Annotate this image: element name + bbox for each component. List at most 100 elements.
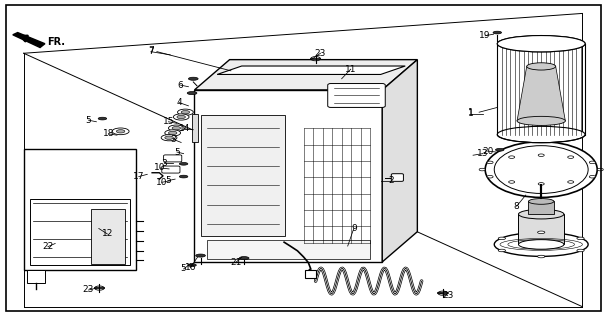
FancyBboxPatch shape: [164, 155, 181, 162]
Ellipse shape: [577, 249, 584, 252]
Ellipse shape: [179, 163, 188, 165]
Ellipse shape: [568, 181, 574, 183]
FancyBboxPatch shape: [392, 174, 404, 181]
Text: 7: 7: [148, 45, 154, 55]
Ellipse shape: [495, 148, 504, 151]
Polygon shape: [194, 90, 382, 262]
Bar: [24, 149, 136, 270]
Ellipse shape: [509, 156, 515, 158]
Ellipse shape: [188, 77, 198, 80]
Text: 2: 2: [388, 176, 394, 185]
Text: 15: 15: [163, 117, 174, 126]
Ellipse shape: [497, 36, 585, 52]
Ellipse shape: [538, 231, 545, 234]
Bar: [30, 198, 130, 265]
Bar: [305, 270, 316, 278]
Bar: [529, 201, 554, 214]
Text: 12: 12: [101, 229, 113, 238]
Text: 5: 5: [174, 148, 180, 156]
Ellipse shape: [177, 109, 193, 115]
Ellipse shape: [98, 117, 107, 120]
Ellipse shape: [188, 264, 196, 267]
Text: 4: 4: [177, 98, 182, 107]
Ellipse shape: [494, 146, 588, 194]
Ellipse shape: [177, 115, 185, 119]
Ellipse shape: [497, 126, 585, 143]
Ellipse shape: [172, 126, 180, 130]
Ellipse shape: [577, 237, 584, 240]
Ellipse shape: [112, 128, 129, 135]
Ellipse shape: [493, 31, 501, 34]
Ellipse shape: [239, 257, 249, 260]
Ellipse shape: [169, 131, 177, 135]
Bar: [518, 214, 564, 244]
Ellipse shape: [438, 291, 447, 295]
Ellipse shape: [161, 135, 177, 141]
Text: 9: 9: [351, 224, 357, 233]
Ellipse shape: [165, 130, 180, 136]
Ellipse shape: [568, 156, 574, 158]
Ellipse shape: [589, 161, 595, 164]
Text: 11: 11: [345, 65, 356, 74]
Text: 16: 16: [185, 263, 196, 272]
Ellipse shape: [479, 168, 485, 171]
Ellipse shape: [498, 249, 506, 252]
Text: 5: 5: [165, 176, 171, 185]
Ellipse shape: [518, 209, 564, 219]
Text: 10: 10: [156, 178, 168, 187]
Text: 20: 20: [482, 147, 493, 156]
Text: 1: 1: [468, 108, 473, 117]
Ellipse shape: [597, 168, 603, 171]
Bar: [192, 114, 198, 142]
Ellipse shape: [509, 181, 515, 183]
Text: 23: 23: [83, 285, 94, 294]
Bar: [91, 209, 124, 264]
Ellipse shape: [538, 255, 545, 258]
Bar: [200, 116, 285, 236]
Ellipse shape: [589, 175, 595, 178]
Bar: [27, 270, 45, 283]
Ellipse shape: [181, 110, 189, 114]
Ellipse shape: [117, 130, 125, 133]
Ellipse shape: [95, 286, 104, 290]
FancyBboxPatch shape: [328, 84, 385, 108]
Text: FR.: FR.: [47, 37, 66, 47]
Polygon shape: [194, 60, 418, 90]
Text: 1: 1: [468, 109, 473, 118]
Text: 18: 18: [103, 129, 114, 138]
Ellipse shape: [173, 114, 189, 120]
Polygon shape: [13, 33, 45, 48]
Text: 13: 13: [477, 149, 489, 158]
Text: 7: 7: [148, 47, 154, 56]
Text: 21: 21: [230, 258, 242, 267]
Text: 22: 22: [42, 242, 53, 251]
Ellipse shape: [498, 237, 506, 240]
Text: 6: 6: [178, 81, 183, 90]
Polygon shape: [517, 67, 565, 121]
Text: 3: 3: [161, 159, 167, 168]
Text: 19: 19: [480, 31, 491, 40]
Ellipse shape: [538, 183, 544, 185]
Polygon shape: [217, 66, 405, 75]
Ellipse shape: [517, 116, 565, 125]
Ellipse shape: [518, 240, 564, 249]
Ellipse shape: [311, 57, 320, 61]
Ellipse shape: [527, 63, 555, 70]
Text: 5: 5: [86, 116, 92, 125]
Ellipse shape: [485, 142, 597, 197]
Bar: [206, 240, 370, 259]
Ellipse shape: [494, 233, 588, 256]
Text: 14: 14: [178, 124, 190, 133]
Ellipse shape: [497, 36, 585, 52]
Ellipse shape: [529, 198, 554, 204]
Ellipse shape: [195, 254, 205, 257]
Ellipse shape: [487, 161, 493, 164]
Ellipse shape: [538, 154, 544, 156]
Text: 8: 8: [514, 202, 520, 211]
Ellipse shape: [187, 92, 197, 95]
Text: 17: 17: [133, 172, 144, 181]
Text: 23: 23: [442, 291, 453, 300]
Text: 23: 23: [315, 49, 326, 58]
Text: 10: 10: [154, 164, 166, 172]
Polygon shape: [382, 60, 418, 262]
